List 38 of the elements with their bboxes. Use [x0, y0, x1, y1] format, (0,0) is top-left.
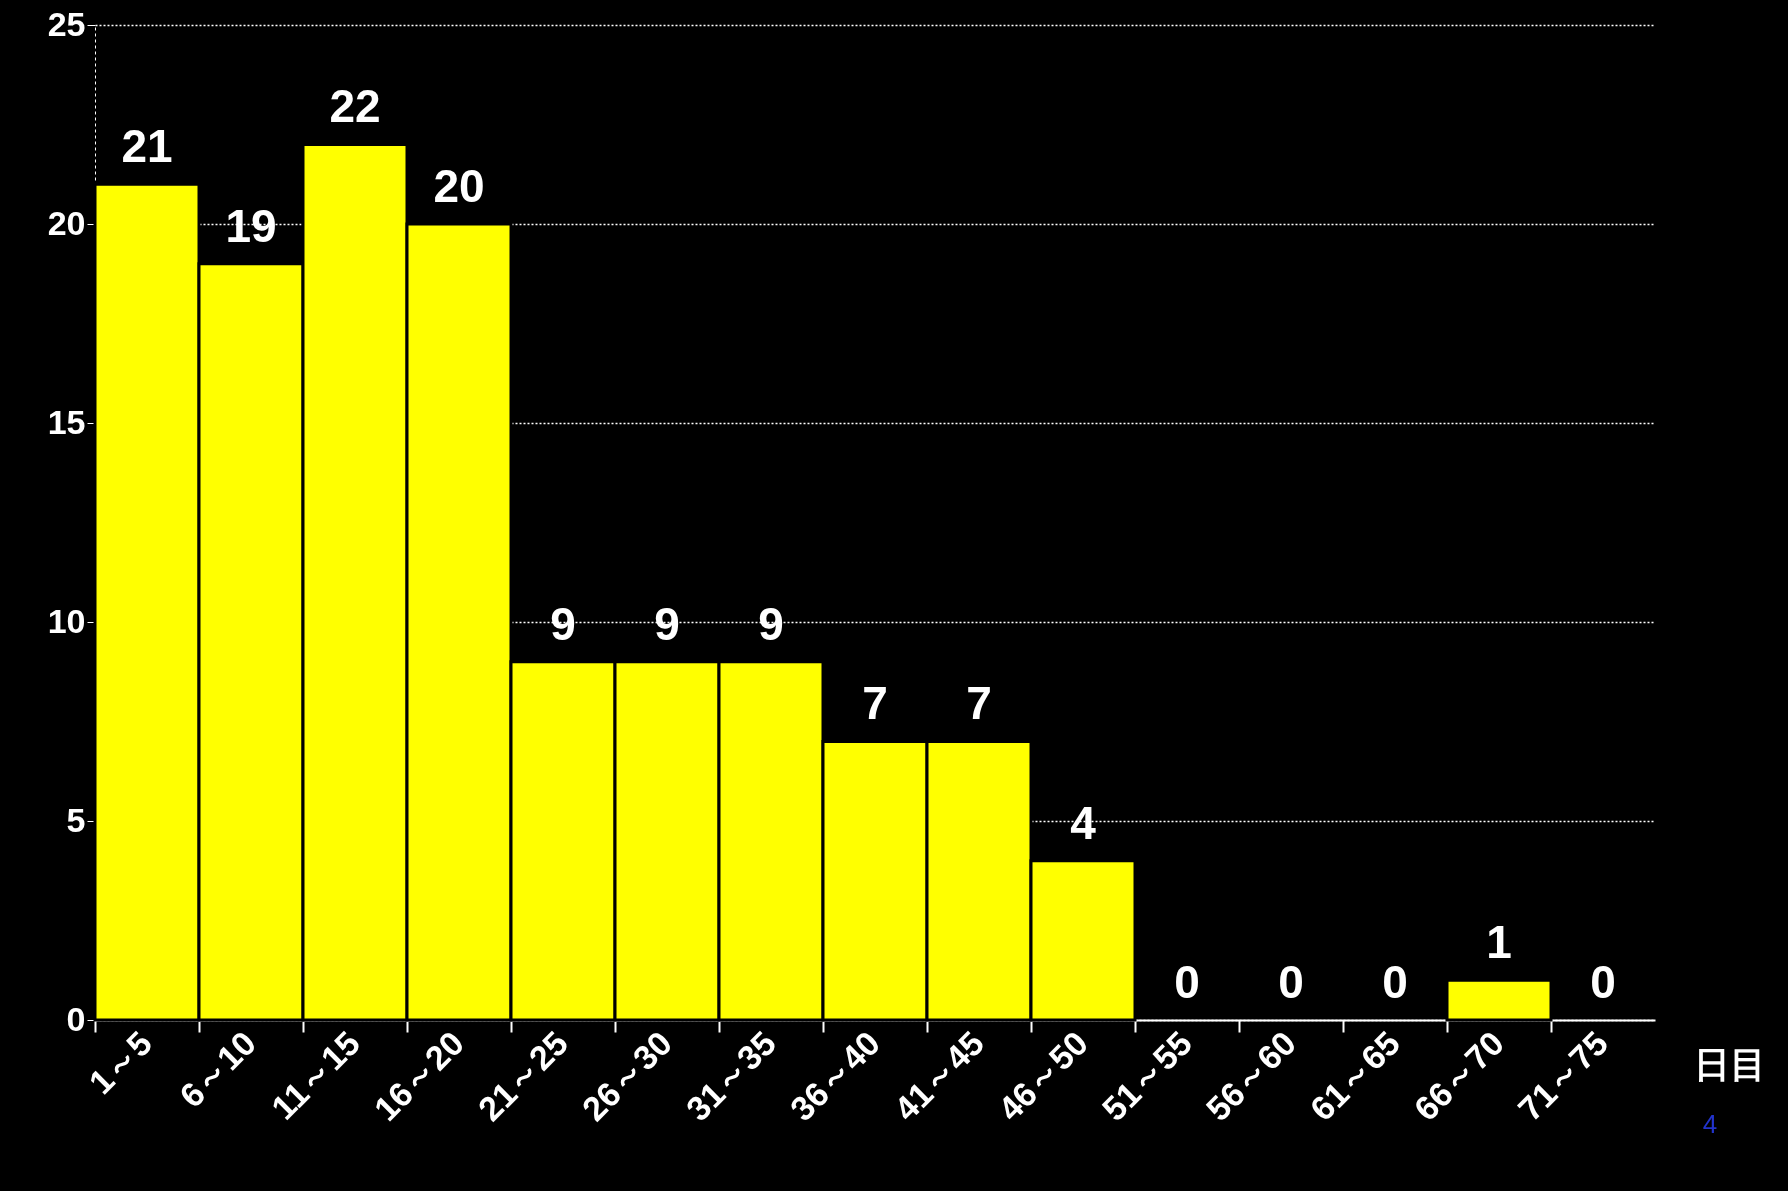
data-label: 0 [1174, 956, 1200, 1008]
data-label: 9 [654, 597, 680, 650]
y-tick-label: 15 [47, 402, 86, 441]
x-tick-label: 56～60 [1198, 1023, 1304, 1129]
y-tick-label: 20 [47, 203, 86, 242]
x-tick-label: 31～35 [678, 1023, 784, 1129]
data-label: 0 [1590, 956, 1616, 1008]
data-label: 21 [121, 120, 173, 173]
x-tick-label: 41～45 [886, 1023, 992, 1129]
data-label: 20 [433, 160, 485, 212]
x-tick-label: 51～55 [1094, 1023, 1200, 1129]
y-tick-label: 5 [66, 800, 86, 839]
data-label: 7 [966, 677, 992, 730]
bar [1445, 978, 1553, 1022]
x-tick-label: 16～20 [366, 1023, 472, 1129]
x-tick-label: 36～40 [782, 1023, 888, 1129]
x-axis-title: 日目 [1693, 1043, 1766, 1085]
y-tick-label: 10 [47, 601, 86, 640]
x-tick-label: 26～30 [574, 1023, 680, 1129]
data-label: 0 [1278, 956, 1304, 1008]
x-tick-label: 46～50 [990, 1023, 1096, 1129]
data-label: 9 [758, 597, 784, 650]
x-tick-label: 66～70 [1406, 1023, 1512, 1129]
y-tick-label: 0 [66, 999, 86, 1038]
data-label: 0 [1382, 956, 1408, 1008]
data-label: 1 [1486, 916, 1512, 969]
x-tick-label: 61～65 [1302, 1023, 1408, 1129]
data-label: 22 [329, 80, 381, 133]
data-label: 7 [862, 677, 888, 730]
x-tick-label: 71～75 [1510, 1023, 1616, 1129]
x-tick-label: 11～15 [263, 1023, 368, 1127]
data-label: 4 [1070, 796, 1097, 849]
y-tick-label: 25 [47, 4, 86, 43]
data-label: 9 [550, 597, 576, 650]
data-label: 19 [225, 199, 277, 252]
x-tick-label: 21～25 [470, 1023, 576, 1129]
text: 4 [1702, 1109, 1718, 1139]
x-tick-label: 6～10 [171, 1023, 264, 1115]
